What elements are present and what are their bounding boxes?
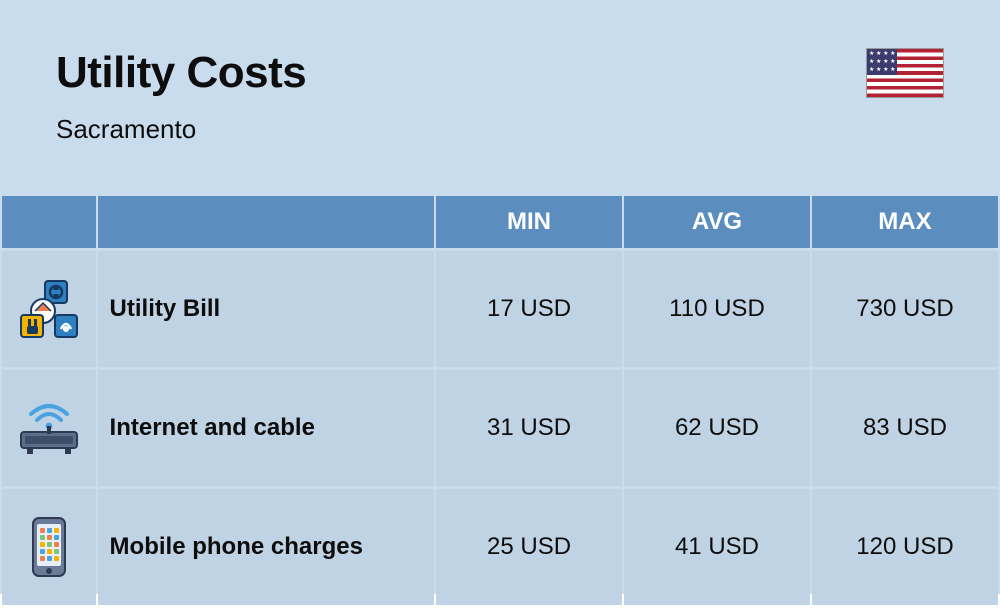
row-avg: 110 USD	[624, 251, 810, 367]
table-header-row: MIN AVG MAX	[2, 196, 998, 248]
header: Utility Costs Sacramento	[0, 0, 1000, 145]
row-min: 31 USD	[436, 370, 622, 486]
row-icon-cell	[2, 489, 96, 605]
title-block: Utility Costs Sacramento	[56, 48, 306, 145]
col-icon	[2, 196, 96, 248]
row-avg: 41 USD	[624, 489, 810, 605]
row-label: Utility Bill	[98, 251, 435, 367]
page-title: Utility Costs	[56, 48, 306, 98]
table-row: Mobile phone charges 25 USD 41 USD 120 U…	[2, 489, 998, 605]
col-min: MIN	[436, 196, 622, 248]
col-avg: AVG	[624, 196, 810, 248]
row-min: 17 USD	[436, 251, 622, 367]
costs-table: MIN AVG MAX	[0, 193, 1000, 608]
row-label: Mobile phone charges	[98, 489, 435, 605]
row-avg: 62 USD	[624, 370, 810, 486]
us-flag-icon	[866, 48, 944, 98]
page-subtitle: Sacramento	[56, 114, 306, 145]
row-max: 730 USD	[812, 251, 998, 367]
row-icon-cell	[2, 370, 96, 486]
col-label	[98, 196, 435, 248]
row-max: 120 USD	[812, 489, 998, 605]
mobile-phone-icon	[29, 516, 69, 578]
row-min: 25 USD	[436, 489, 622, 605]
row-max: 83 USD	[812, 370, 998, 486]
table-row: Utility Bill 17 USD 110 USD 730 USD	[2, 251, 998, 367]
utility-bill-icon	[19, 279, 79, 339]
row-label: Internet and cable	[98, 370, 435, 486]
col-max: MAX	[812, 196, 998, 248]
internet-cable-icon	[17, 400, 81, 456]
page: Utility Costs Sacramento MIN AVG MAX	[0, 0, 1000, 594]
row-icon-cell	[2, 251, 96, 367]
table-row: Internet and cable 31 USD 62 USD 83 USD	[2, 370, 998, 486]
